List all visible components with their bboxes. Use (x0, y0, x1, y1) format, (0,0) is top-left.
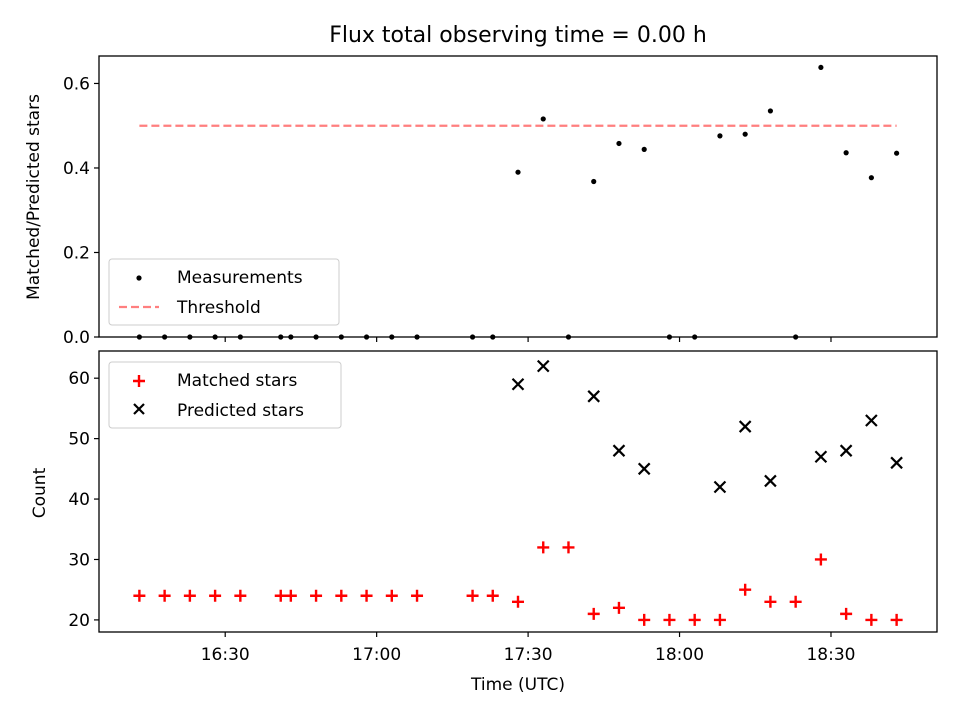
legend-measurements-marker (136, 275, 142, 281)
top-legend-box (108, 258, 340, 326)
measurement-point (717, 133, 723, 139)
bottom-ticks: 20 30 40 50 60 16:30 17:00 17:30 18:00 18:30 (68, 369, 855, 665)
bottom-xtick-label: 16:30 (201, 645, 250, 665)
matched-star-point (789, 595, 802, 608)
bottom-panel: 20 30 40 50 60 16:30 17:00 17:30 18:00 18:30 Coun… (30, 350, 938, 695)
measurement-point (742, 131, 748, 137)
bottom-xtick-label: 17:30 (504, 645, 553, 665)
legend-predicted-marker (133, 403, 145, 415)
matched-star-point (310, 589, 323, 602)
bottom-xtick-label: 18:00 (655, 645, 704, 665)
measurement-point (868, 175, 874, 181)
matched-star-point (486, 589, 499, 602)
matched-star-point (512, 595, 524, 608)
measurement-point (540, 116, 546, 122)
top-panel: 0.0 0.2 0.4 0.6 Matched/Predicted stars Mea… (24, 55, 938, 348)
measurement-point (894, 150, 900, 156)
matched-star-point (274, 589, 287, 602)
matched-star-point (562, 541, 575, 554)
bottom-legend-box (108, 361, 342, 429)
predicted-star-point (890, 456, 903, 470)
bottom-legend: Matched stars Predicted stars (108, 361, 342, 429)
matched-star-point (234, 589, 247, 602)
top-legend: Measurements Threshold (108, 258, 340, 326)
predicted-star-point (839, 444, 853, 457)
predicted-star-point (536, 359, 550, 373)
legend-matched-label: Matched stars (177, 371, 297, 391)
predicted-star-point (612, 444, 626, 457)
matched-star-point (209, 589, 222, 602)
matched-star-point (466, 589, 479, 602)
top-ytick-label: 0.0 (63, 328, 90, 348)
matched-star-point (638, 613, 651, 626)
predicted-star-point (587, 390, 601, 403)
matched-star-point (335, 589, 348, 602)
measurement-point (591, 178, 597, 185)
matched-star-point (385, 589, 398, 602)
matched-star-point (360, 589, 373, 602)
legend-threshold-label: Threshold (176, 298, 261, 318)
bottom-marks (133, 359, 903, 626)
measurement-point (641, 146, 647, 152)
bottom-ytick-label: 60 (68, 369, 90, 389)
measurement-point (515, 169, 521, 175)
bottom-ytick-label: 50 (68, 430, 90, 450)
matched-star-point (814, 553, 827, 566)
matched-star-point (183, 589, 196, 602)
chart-title: Flux total observing time = 0.00 h (329, 23, 707, 48)
legend-measurements-label: Measurements (177, 268, 303, 288)
matched-star-point (865, 613, 878, 626)
top-ytick-label: 0.6 (63, 74, 90, 94)
bottom-ylabel: Count (30, 467, 50, 518)
predicted-star-point (764, 474, 777, 488)
bottom-ytick-label: 40 (68, 490, 90, 510)
bottom-ytick-label: 20 (68, 611, 90, 631)
matched-star-point (764, 595, 777, 608)
predicted-star-point (637, 462, 651, 476)
matched-star-point (890, 613, 903, 626)
legend-predicted-label: Predicted stars (177, 401, 304, 421)
matched-star-point (612, 601, 625, 614)
top-ytick-label: 0.2 (63, 243, 90, 263)
top-ytick-label: 0.4 (63, 159, 90, 179)
matched-star-point (537, 541, 550, 554)
measurement-point (818, 64, 824, 71)
matched-star-point (840, 607, 853, 620)
bottom-xtick-label: 17:00 (352, 645, 401, 665)
legend-matched-marker (133, 375, 145, 387)
bottom-xlabel: Time (UTC) (470, 675, 565, 695)
matched-star-point (411, 589, 424, 602)
matched-star-point (158, 589, 171, 602)
matched-star-point (688, 613, 701, 626)
predicted-star-point (865, 414, 878, 427)
predicted-star-point (511, 377, 525, 391)
top-ylabel: Matched/Predicted stars (24, 94, 44, 300)
matched-star-point (713, 613, 726, 626)
matched-star-point (133, 589, 146, 602)
bottom-xtick-label: 18:30 (806, 645, 855, 665)
bottom-ytick-label: 30 (68, 550, 90, 570)
matched-star-point (739, 583, 752, 596)
top-ticks: 0.0 0.2 0.4 0.6 (63, 74, 832, 348)
predicted-star-point (814, 450, 828, 464)
measurement-point (616, 140, 622, 147)
top-axes-frame (98, 55, 938, 338)
predicted-star-point (738, 420, 752, 433)
measurement-point (843, 150, 849, 156)
measurement-point (767, 108, 774, 114)
predicted-star-point (713, 480, 727, 494)
matched-star-point (284, 589, 297, 602)
bottom-axes-frame (98, 350, 938, 633)
matched-star-point (663, 613, 676, 626)
matched-star-point (587, 607, 600, 620)
